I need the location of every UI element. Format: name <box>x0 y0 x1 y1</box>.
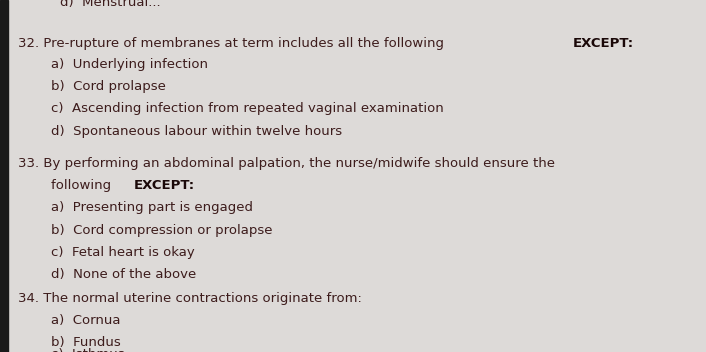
Text: 34. The normal uterine contractions originate from:: 34. The normal uterine contractions orig… <box>18 292 361 305</box>
Text: b)  Cord prolapse: b) Cord prolapse <box>51 80 166 93</box>
Text: following: following <box>51 179 115 192</box>
Text: d)  Spontaneous labour within twelve hours: d) Spontaneous labour within twelve hour… <box>51 125 342 138</box>
Text: a)  Presenting part is engaged: a) Presenting part is engaged <box>51 201 253 214</box>
Text: c)  Ascending infection from repeated vaginal examination: c) Ascending infection from repeated vag… <box>51 102 443 115</box>
Bar <box>0 0 8 352</box>
Text: 32. Pre-rupture of membranes at term includes all the following: 32. Pre-rupture of membranes at term inc… <box>18 37 448 50</box>
Text: b)  Fundus: b) Fundus <box>51 336 121 349</box>
Text: a)  Cornua: a) Cornua <box>51 314 120 327</box>
Text: a)  Underlying infection: a) Underlying infection <box>51 58 208 71</box>
Text: d)  Menstrual...: d) Menstrual... <box>60 0 161 10</box>
Text: c)  Fetal heart is okay: c) Fetal heart is okay <box>51 246 195 259</box>
Text: 33. By performing an abdominal palpation, the nurse/midwife should ensure the: 33. By performing an abdominal palpation… <box>18 157 555 170</box>
Text: d)  None of the above: d) None of the above <box>51 268 196 281</box>
Text: EXCEPT:: EXCEPT: <box>573 37 634 50</box>
Text: c)  Isthmus: c) Isthmus <box>51 348 124 352</box>
Text: EXCEPT:: EXCEPT: <box>134 179 195 192</box>
Text: b)  Cord compression or prolapse: b) Cord compression or prolapse <box>51 224 273 237</box>
